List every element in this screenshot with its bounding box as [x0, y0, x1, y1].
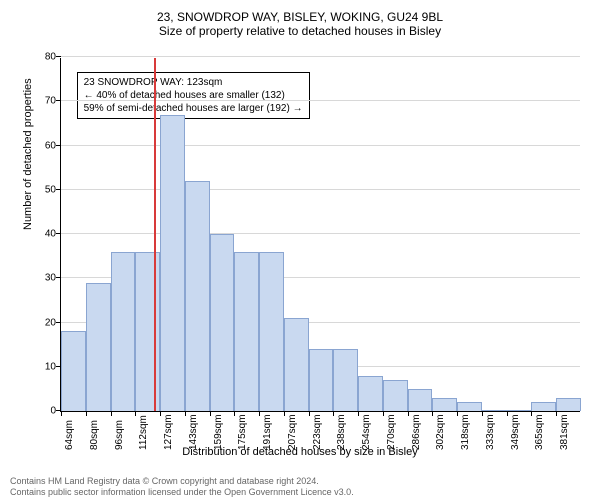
histogram-bar [383, 380, 408, 411]
histogram-bar [185, 181, 210, 411]
x-tick-label: 112sqm [138, 415, 149, 450]
chart-container: 23, SNOWDROP WAY, BISLEY, WOKING, GU24 9… [10, 10, 590, 490]
x-tick-label: 238sqm [336, 414, 347, 450]
y-tick [56, 233, 61, 234]
footer-line1: Contains HM Land Registry data © Crown c… [10, 476, 590, 487]
histogram-bar [160, 115, 185, 411]
histogram-bar [234, 252, 259, 411]
y-tick-label: 50 [31, 184, 56, 195]
plot-area: 23 SNOWDROP WAY: 123sqm← 40% of detached… [60, 58, 580, 412]
chart-title: 23, SNOWDROP WAY, BISLEY, WOKING, GU24 9… [10, 10, 590, 24]
y-tick [56, 100, 61, 101]
x-tick-label: 127sqm [163, 414, 174, 450]
x-tick-label: 365sqm [534, 414, 545, 450]
histogram-bar [135, 252, 160, 411]
histogram-bar [482, 410, 507, 411]
grid-line [61, 233, 580, 234]
histogram-bar [284, 318, 309, 411]
x-tick-label: 349sqm [510, 414, 521, 450]
x-tick [185, 411, 186, 416]
x-tick-label: 175sqm [237, 414, 248, 450]
x-tick [333, 411, 334, 416]
y-tick-label: 20 [31, 317, 56, 328]
histogram-bar [507, 410, 532, 411]
x-tick [432, 411, 433, 416]
histogram-bar [531, 402, 556, 411]
x-tick [531, 411, 532, 416]
histogram-bar [358, 376, 383, 411]
grid-line [61, 145, 580, 146]
y-tick [56, 56, 61, 57]
x-tick-label: 207sqm [287, 414, 298, 450]
x-axis-title: Distribution of detached houses by size … [10, 446, 590, 458]
x-tick-label: 159sqm [213, 414, 224, 450]
y-tick-label: 30 [31, 273, 56, 284]
x-tick [309, 411, 310, 416]
x-tick-label: 286sqm [411, 414, 422, 450]
histogram-bar [259, 252, 284, 411]
grid-line [61, 100, 580, 101]
x-tick [383, 411, 384, 416]
y-tick [56, 189, 61, 190]
x-tick [408, 411, 409, 416]
y-tick-label: 60 [31, 140, 56, 151]
x-tick-label: 191sqm [262, 414, 273, 450]
x-tick [135, 411, 136, 416]
y-tick [56, 145, 61, 146]
y-tick-label: 70 [31, 96, 56, 107]
y-tick-label: 10 [31, 361, 56, 372]
histogram-bar [432, 398, 457, 411]
x-tick [210, 411, 211, 416]
histogram-bar [333, 349, 358, 411]
histogram-bar [210, 234, 235, 411]
histogram-bar [309, 349, 334, 411]
grid-line [61, 56, 580, 57]
annotation-line: 59% of semi-detached houses are larger (… [84, 102, 303, 115]
x-tick [284, 411, 285, 416]
x-tick-label: 254sqm [361, 414, 372, 450]
histogram-bar [61, 331, 86, 411]
histogram-bar [86, 283, 111, 411]
reference-line [154, 58, 156, 411]
x-tick [111, 411, 112, 416]
histogram-bar [556, 398, 581, 411]
x-tick-label: 318sqm [460, 414, 471, 450]
x-tick-label: 333sqm [485, 414, 496, 450]
histogram-bar [408, 389, 433, 411]
y-tick [56, 277, 61, 278]
y-tick-label: 40 [31, 229, 56, 240]
x-tick [482, 411, 483, 416]
x-tick-label: 143sqm [188, 414, 199, 450]
x-tick-label: 270sqm [386, 414, 397, 450]
x-tick [61, 411, 62, 416]
footer: Contains HM Land Registry data © Crown c… [10, 476, 590, 498]
x-tick [86, 411, 87, 416]
annotation-box: 23 SNOWDROP WAY: 123sqm← 40% of detached… [77, 72, 310, 119]
histogram-bar [111, 252, 136, 411]
x-tick [259, 411, 260, 416]
y-tick [56, 322, 61, 323]
chart-subtitle: Size of property relative to detached ho… [10, 24, 590, 38]
x-tick [234, 411, 235, 416]
x-tick [556, 411, 557, 416]
grid-line [61, 189, 580, 190]
x-tick-label: 223sqm [312, 414, 323, 450]
y-tick-label: 80 [31, 52, 56, 63]
annotation-line: 23 SNOWDROP WAY: 123sqm [84, 76, 303, 89]
x-tick-label: 381sqm [559, 414, 570, 450]
x-tick [160, 411, 161, 416]
x-tick-label: 302sqm [435, 414, 446, 450]
x-tick [358, 411, 359, 416]
y-tick-label: 0 [31, 406, 56, 417]
histogram-bar [457, 402, 482, 411]
footer-line2: Contains public sector information licen… [10, 487, 590, 498]
x-tick [507, 411, 508, 416]
x-tick [457, 411, 458, 416]
